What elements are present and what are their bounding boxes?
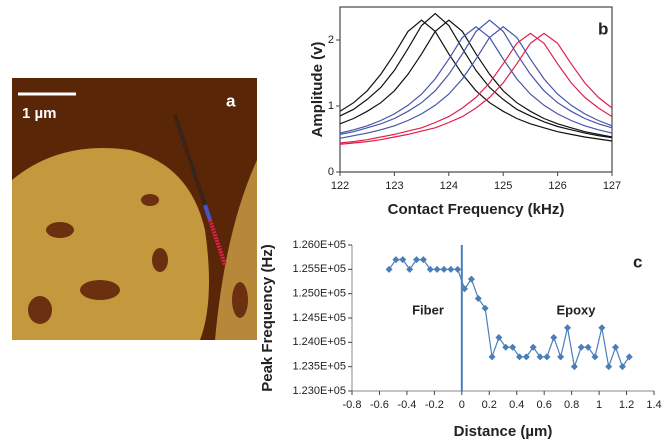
scale-bar-label: 1 µm [22, 105, 57, 122]
data-marker [488, 353, 496, 361]
data-marker [612, 343, 620, 351]
data-marker [481, 304, 489, 312]
x-tick-label: 125 [494, 180, 512, 192]
x-tick-label: -0.8 [343, 399, 362, 411]
data-marker [433, 265, 441, 273]
fiber-region [12, 148, 209, 340]
y-tick-label: 1.230E+05 [292, 385, 346, 397]
x-tick-label: 0.8 [564, 399, 579, 411]
panel-label: b [598, 19, 608, 38]
data-marker [536, 353, 544, 361]
series-line [339, 32, 613, 144]
x-tick-label: 124 [440, 180, 458, 192]
data-marker [570, 363, 578, 371]
y-tick-label: 1.255E+05 [292, 263, 346, 275]
data-marker [577, 343, 585, 351]
data-marker [392, 256, 400, 264]
annotation: Epoxy [556, 302, 596, 317]
data-marker [413, 256, 421, 264]
data-marker [618, 363, 626, 371]
data-marker [598, 324, 606, 332]
data-marker [406, 265, 414, 273]
x-tick-label: 126 [548, 180, 566, 192]
series-line [339, 19, 613, 135]
data-marker [515, 353, 523, 361]
series-line [339, 19, 613, 138]
y-tick-label: 1 [328, 100, 334, 112]
x-axis-title: Contact Frequency (kHz) [388, 201, 565, 218]
y-axis-title: Peak Frequency (Hz) [259, 244, 276, 392]
x-tick-label: -0.6 [370, 399, 389, 411]
data-marker [474, 295, 482, 303]
texture [28, 194, 248, 324]
plot-frame [339, 6, 613, 173]
x-tick-label: 1.2 [619, 399, 634, 411]
data-marker [529, 343, 537, 351]
x-tick-label: 1.4 [646, 399, 661, 411]
data-marker [399, 256, 407, 264]
x-tick-label: 1 [596, 399, 602, 411]
scan-line [208, 219, 227, 266]
data-marker [461, 285, 469, 293]
data-marker [440, 265, 448, 273]
data-marker [495, 333, 503, 341]
y-axis-title: Amplitude (v) [309, 42, 326, 138]
data-marker [419, 256, 427, 264]
y-tick-label: 0 [328, 166, 334, 178]
y-tick-label: 1.250E+05 [292, 288, 346, 300]
y-tick-label: 1.260E+05 [292, 239, 346, 251]
data-marker [550, 333, 558, 341]
data-marker [584, 343, 592, 351]
data-marker [625, 353, 633, 361]
x-tick-label: 0 [459, 399, 465, 411]
series-line [339, 19, 613, 142]
data-marker [543, 353, 551, 361]
x-tick-label: 0.2 [482, 399, 497, 411]
panel-label: c [633, 252, 642, 271]
series-line [339, 32, 613, 145]
series-line [339, 12, 613, 139]
annotation: Fiber [412, 302, 444, 317]
y-tick-label: 1.235E+05 [292, 361, 346, 373]
x-tick-label: -0.2 [425, 399, 444, 411]
data-marker [502, 343, 510, 351]
data-marker [467, 275, 475, 283]
series-line [339, 26, 613, 134]
x-tick-label: 127 [603, 180, 621, 192]
afm-image: 1 µm a [12, 78, 257, 340]
y-tick-label: 2 [328, 34, 334, 46]
x-tick-label: 0.4 [509, 399, 524, 411]
series-line [339, 26, 613, 139]
data-marker [385, 265, 393, 273]
scan-line [203, 204, 212, 221]
y-tick-label: 1.240E+05 [292, 336, 346, 348]
x-axis-title: Distance (µm) [454, 423, 553, 440]
x-tick-label: 0.6 [537, 399, 552, 411]
data-marker [557, 353, 565, 361]
data-marker [564, 324, 572, 332]
data-marker [509, 343, 517, 351]
panel-label: a [226, 91, 236, 110]
data-marker [591, 353, 599, 361]
x-tick-label: -0.4 [397, 399, 416, 411]
data-marker [426, 265, 434, 273]
data-marker [605, 363, 613, 371]
data-marker [454, 265, 462, 273]
data-marker [522, 353, 530, 361]
x-tick-label: 123 [385, 180, 403, 192]
data-marker [447, 265, 455, 273]
x-tick-label: 122 [331, 180, 349, 192]
y-tick-label: 1.245E+05 [292, 312, 346, 324]
